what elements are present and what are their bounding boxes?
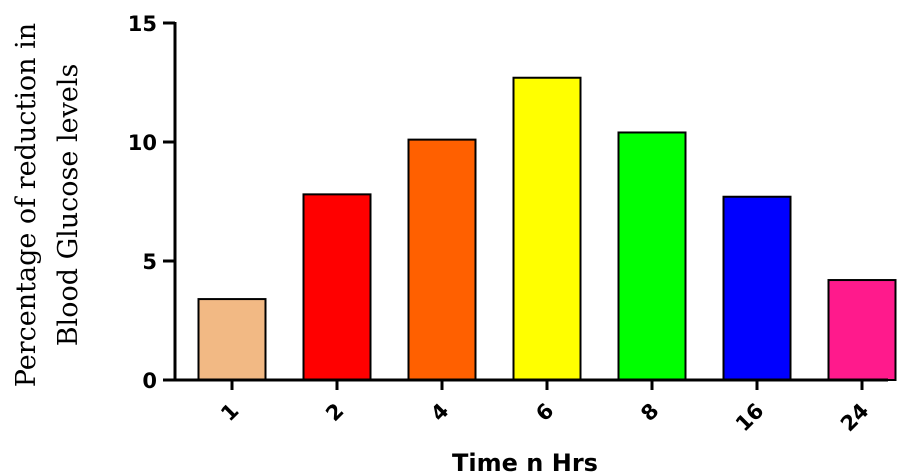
bar-16 — [722, 195, 792, 381]
bar-4 — [407, 138, 477, 381]
x-axis: 1 2 4 6 8 16 24 — [174, 378, 888, 437]
y-axis-title-line-2: Blood Glucose levels — [53, 64, 84, 347]
x-tick-label: 24 — [836, 399, 874, 437]
x-tick-label: 2 — [321, 399, 348, 426]
bar-1 — [197, 298, 267, 381]
y-axis-title: Percentage of reduction in Blood Glucose… — [11, 23, 84, 387]
y-tick-label: 15 — [128, 12, 157, 36]
y-tick-label: 10 — [128, 131, 157, 155]
bar-6 — [512, 76, 582, 382]
y-axis: 0 5 10 15 — [128, 12, 177, 393]
bar-24 — [827, 279, 897, 382]
bars — [197, 76, 897, 382]
x-tick-label: 1 — [216, 399, 243, 426]
y-tick-label: 5 — [142, 250, 157, 274]
x-tick-label: 8 — [636, 399, 663, 426]
y-axis-title-line-1: Percentage of reduction in — [11, 23, 42, 387]
bar-8 — [617, 131, 687, 381]
x-tick-label: 6 — [531, 399, 558, 426]
bar-2 — [302, 193, 372, 381]
y-tick-label: 0 — [142, 369, 157, 393]
x-axis-title: Time n Hrs — [452, 449, 598, 474]
x-tick-label: 4 — [426, 399, 453, 426]
x-tick-label: 16 — [731, 399, 769, 437]
